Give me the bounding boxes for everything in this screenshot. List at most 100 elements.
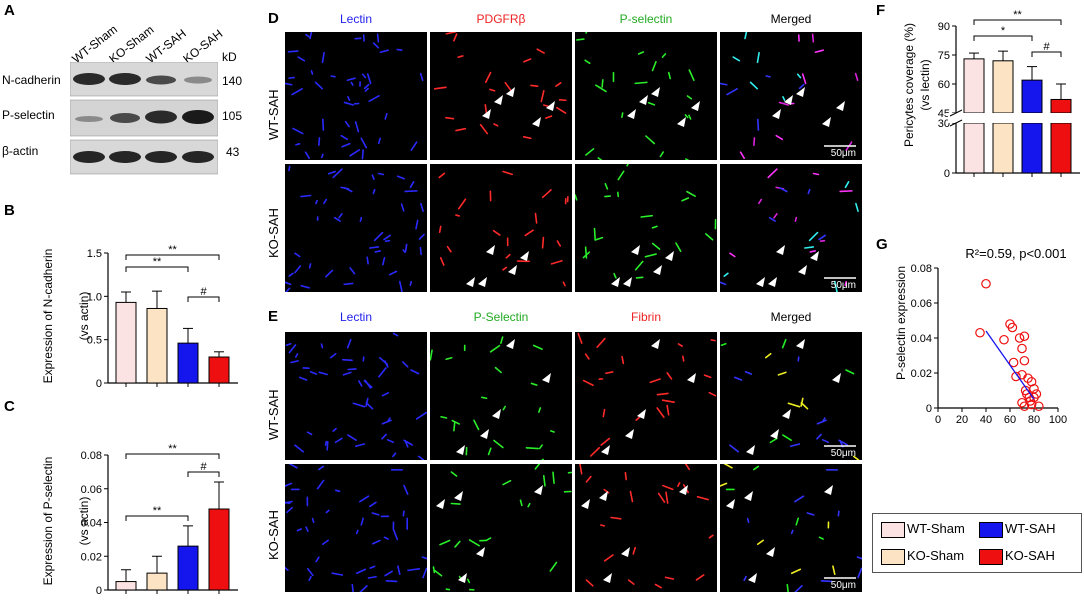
fluorescence-signal (305, 526, 309, 533)
significance-label: ** (168, 443, 177, 455)
fluorescence-signal (347, 368, 357, 371)
fluorescence-signal (453, 33, 458, 42)
regression-line (985, 330, 1035, 400)
fluorescence-signal (538, 407, 542, 413)
significance-bracket (973, 19, 1062, 25)
fluorescence-signal (487, 447, 492, 456)
fluorescence-signal (782, 96, 786, 101)
fluorescence-signal (407, 568, 421, 572)
arrowhead-marker (832, 373, 841, 383)
micrograph-background (430, 332, 572, 460)
y-tick-label: 0.02 (81, 551, 102, 563)
fluorescence-signal (332, 168, 343, 179)
fluorescence-signal (600, 437, 611, 446)
y-tick-label: 1.0 (87, 291, 102, 303)
fluorescence-signal (347, 434, 357, 441)
significance-bracket (125, 266, 189, 272)
protein-label: P-selectin (2, 108, 55, 122)
bar-upper (1050, 98, 1072, 114)
fluorescence-signal (556, 240, 562, 247)
fluorescence-signal (355, 529, 359, 535)
blot-image (70, 62, 218, 175)
fluorescence-signal (667, 71, 672, 80)
arrowhead-marker (482, 109, 491, 119)
bar-chart-c: 0 0.02 0.04 0.06 0.08 ** # ** (81, 443, 238, 597)
micrograph-background (430, 164, 572, 292)
fluorescence-signal (392, 452, 397, 458)
micrograph-image: 50μm (720, 32, 862, 160)
panel-label-a: A (4, 2, 15, 19)
fluorescence-signal (593, 227, 596, 241)
fluorescence-signal (613, 272, 617, 279)
row-label: WT-SAH (266, 89, 281, 141)
fluorescence-signal (322, 118, 325, 131)
fluorescence-signal (585, 579, 594, 587)
axis-break-mark (949, 109, 963, 117)
fluorescence-signal (720, 281, 727, 286)
significance-bracket (125, 254, 220, 260)
chart-b-container: Expression of N-cadherin (vs actin) 0 0.5… (28, 205, 238, 395)
fluorescence-signal (820, 580, 833, 583)
micrograph-image: 50μm (720, 464, 862, 592)
scatter-point (1019, 355, 1030, 366)
arrowhead-marker (581, 499, 590, 509)
bar (208, 508, 230, 591)
y-tick-label: 1.5 (87, 248, 102, 260)
fluorescence-signal (409, 181, 415, 189)
fluorescence-signal (594, 236, 604, 241)
arrowhead-marker (639, 95, 648, 105)
fluorescence-signal (379, 49, 389, 54)
bar (177, 545, 199, 591)
fluorescence-signal (723, 464, 733, 469)
fluorescence-signal (649, 378, 661, 384)
fluorescence-signal (404, 190, 418, 193)
fluorescence-signal (855, 202, 859, 212)
y-tick-label: 0 (96, 378, 102, 390)
fluorescence-signal (365, 402, 374, 410)
micrograph-image (575, 32, 717, 160)
fluorescence-signal (796, 73, 802, 79)
fluorescence-signal (386, 439, 395, 444)
significance-bracket (1031, 51, 1062, 57)
scatter-point (1019, 331, 1030, 342)
fluorescence-signal (790, 529, 794, 535)
kd-value: 105 (222, 109, 243, 123)
arrowhead-marker (782, 409, 791, 419)
fluorescence-signal (525, 446, 539, 450)
fluorescence-signal (378, 367, 387, 378)
fluorescence-signal (285, 501, 291, 505)
fluorescence-signal (794, 495, 805, 503)
fluorescence-signal (781, 338, 787, 349)
fluorescence-signal (371, 174, 375, 180)
fluorescence-signal (454, 540, 461, 548)
y-tick-label: 45 (938, 108, 950, 120)
fluorescence-signal (367, 575, 377, 579)
fluorescence-signal (677, 343, 683, 347)
scale-bar-label: 50μm (831, 280, 856, 291)
scatter-point (981, 278, 991, 289)
fluorescence-signal (743, 575, 747, 582)
scatter-chart-g: 0 0.02 0.04 0.06 0.08 0 20 40 60 80 100 R²=0.59, p<… (911, 246, 1068, 426)
fluorescence-signal (446, 245, 452, 253)
bar-lower (1050, 122, 1072, 174)
arrowhead-marker (603, 573, 612, 583)
channel-label: Lectin (339, 12, 373, 26)
bar (177, 342, 199, 384)
fluorescence-signal (450, 502, 461, 505)
fluorescence-signal (604, 195, 611, 198)
fluorescence-signal (466, 578, 471, 584)
arrowhead-marker (478, 277, 487, 287)
micrograph-image (575, 332, 717, 460)
micrograph-image (285, 464, 427, 592)
fluorescence-signal (794, 585, 803, 592)
fluorescence-signal (418, 233, 425, 240)
significance-label: ** (1013, 9, 1022, 21)
fluorescence-signal (421, 556, 427, 560)
fluorescence-signal (383, 234, 392, 241)
fluorescence-signal (327, 170, 336, 175)
row-label: KO-SAH (266, 510, 281, 560)
x-tick-label: 40 (980, 414, 992, 426)
fluorescence-signal (286, 506, 293, 514)
micrograph-background (720, 464, 862, 592)
fluorescence-signal (369, 565, 376, 569)
